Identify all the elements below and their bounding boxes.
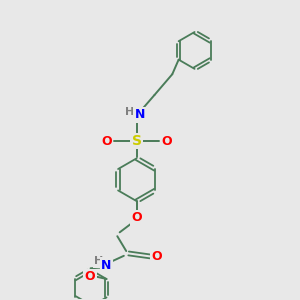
Text: H: H (94, 256, 103, 266)
Text: S: S (132, 134, 142, 148)
Text: N: N (134, 108, 145, 122)
Text: N: N (101, 259, 112, 272)
Text: O: O (131, 211, 142, 224)
Text: O: O (101, 135, 112, 148)
Text: H: H (125, 107, 135, 117)
Text: O: O (162, 135, 172, 148)
Text: O: O (85, 270, 95, 283)
Text: O: O (152, 250, 162, 263)
